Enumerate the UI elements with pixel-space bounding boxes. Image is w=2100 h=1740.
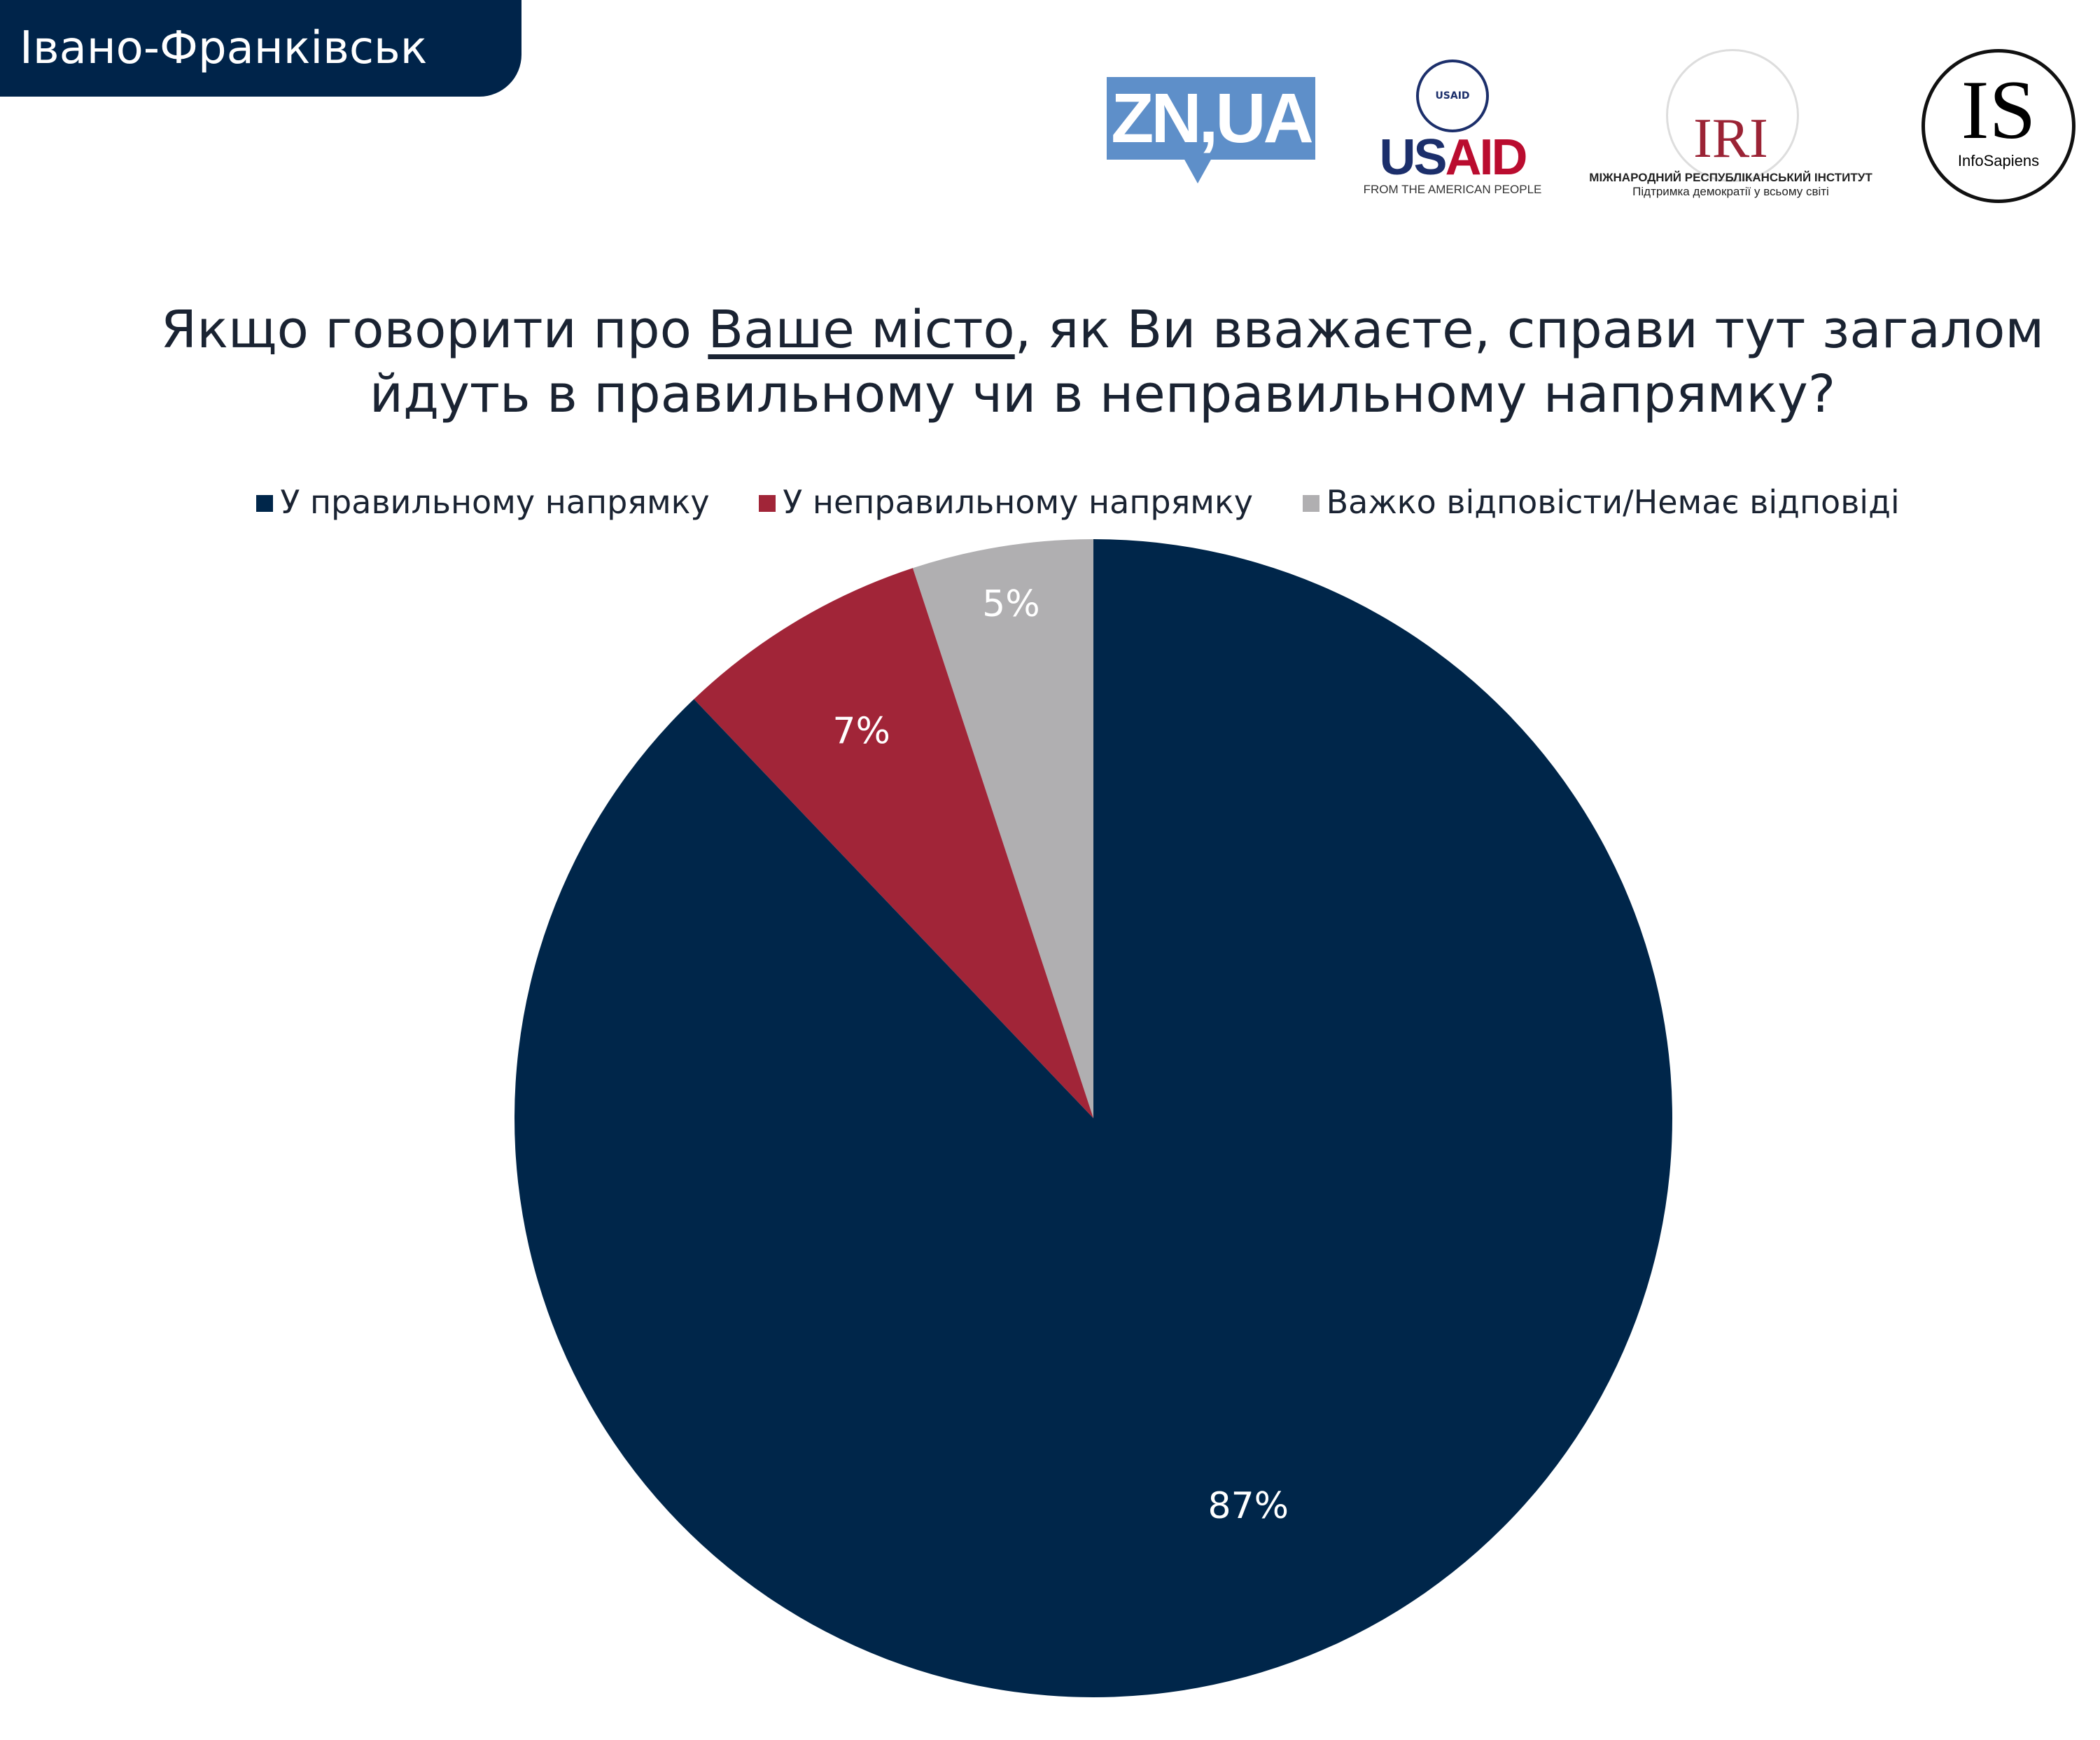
pie-data-label: 7% — [832, 711, 890, 753]
legend-item: Важко відповісти/Немає відповіді — [1302, 483, 1900, 521]
pie-slice — [912, 539, 1093, 1118]
legend-label: Важко відповісти/Немає відповіді — [1326, 483, 1900, 521]
legend-swatch — [1302, 495, 1320, 512]
globe-icon — [1666, 49, 1799, 182]
title-part: , як Ви вважаєте, справи тут загалом — [1014, 300, 2045, 360]
pie-data-label: 87% — [1208, 1485, 1289, 1527]
city-header: Івано-Франківськ — [0, 0, 522, 97]
title-part: Якщо говорити про — [160, 300, 708, 360]
legend-item: У неправильному напрямку — [759, 483, 1253, 521]
pie-slice — [694, 568, 1093, 1118]
iri-logo: IRI МІЖНАРОДНИЙ РЕСПУБЛІКАНСЬКИЙ ІНСТИТУ… — [1575, 49, 1886, 203]
usaid-seal-icon: USAID — [1416, 60, 1489, 132]
legend-label: У правильному напрямку — [280, 483, 710, 521]
usaid-tagline: FROM THE AMERICAN PEOPLE — [1363, 183, 1542, 196]
pie-slice — [514, 539, 1673, 1697]
legend-swatch — [256, 495, 274, 512]
usaid-logo: USAID USAID FROM THE AMERICAN PEOPLE — [1362, 60, 1544, 203]
chart-title: Якщо говорити про Ваше місто, як Ви вваж… — [0, 298, 2100, 426]
legend-swatch — [759, 495, 776, 512]
znua-logo: ZN,UA — [1107, 77, 1315, 183]
legend-label: У неправильному напрямку — [783, 483, 1253, 521]
legend-item: У правильному напрямку — [256, 483, 710, 521]
pie-data-label: 5% — [982, 583, 1040, 625]
legend: У правильному напрямку У неправильному н… — [0, 483, 2100, 521]
infosapiens-logo: IS InfoSapiens — [1921, 49, 2076, 203]
title-line2: йдуть в правильному чи в неправильному н… — [369, 364, 1836, 424]
title-underlined: Ваше місто — [708, 300, 1015, 360]
